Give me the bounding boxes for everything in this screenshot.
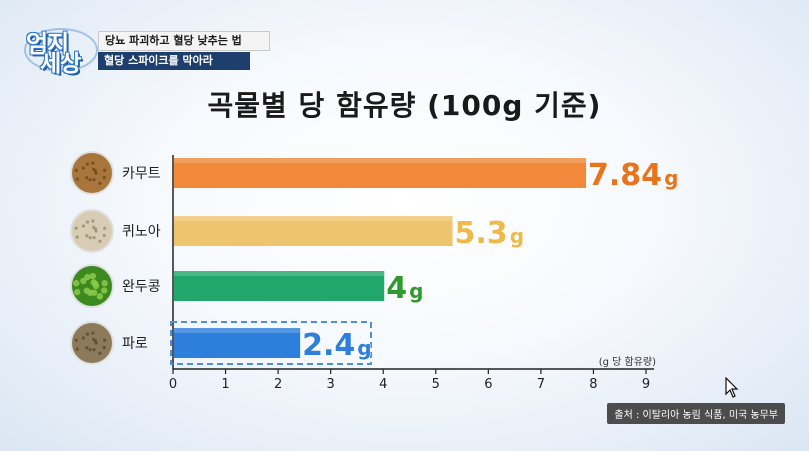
caption-line-2: 혈당 스파이크를 막아라 [98,52,250,70]
x-axis-label: (g 당 함유량) [599,356,656,368]
grain-speck [102,233,106,238]
episode-caption: 당뇨 파괴하고 혈당 낮추는 법 혈당 스파이크를 막아라 [98,31,270,70]
grain-speck [103,338,107,342]
grain-thumbnail [70,321,114,365]
grain-speck [85,176,89,180]
data-label: 2.4 g [302,328,371,363]
grain-speck [80,277,87,285]
grain-speck [91,161,95,165]
bar [174,271,385,301]
grain-speck [92,225,96,229]
caption-line-1: 당뇨 파괴하고 혈당 낮추는 법 [98,31,270,51]
grain-speck [101,287,108,294]
grain-speck [81,224,85,228]
grain-speck [92,337,96,341]
grain-speck [91,219,95,223]
bar-highlight [174,216,453,221]
grain-speck [81,336,85,340]
category-label: 퀴노아 [122,224,161,240]
grain-speck [103,168,107,172]
x-tick-label: 5 [432,377,440,392]
category-label: 파로 [122,336,148,352]
bar [174,158,587,188]
chart-title: 곡물별 당 함유량 (100g 기준) [207,89,602,122]
grain-speck [98,239,102,243]
grain-speck [85,346,89,350]
grain-speck [74,288,81,296]
grain-speck [98,351,102,355]
bar-highlight [174,271,385,276]
x-tick-label: 3 [327,377,335,392]
grain-speck [90,289,98,296]
x-tick-label: 8 [589,377,597,392]
grain-speck [75,177,79,181]
grain-speck [81,166,85,170]
grain-speck [92,167,96,171]
grain-speck [85,162,89,166]
logo-ring-icon [24,28,98,72]
grain-speck [88,348,92,352]
x-tick-label: 0 [169,377,177,392]
logo-text-top: 엄지 [26,30,69,58]
grain-speck [103,226,107,230]
x-tick-label: 7 [537,377,545,392]
logo-text-bottom: 세상 [40,51,81,77]
x-tick-label: 9 [642,377,650,392]
grain-thumbnail [70,209,114,253]
grain-speck [91,331,95,335]
grain-speck [88,236,92,240]
show-logo: 엄지 세상 [22,22,102,77]
grain-speck [89,272,97,280]
grain-speck [92,178,96,182]
x-tick-label: 1 [221,377,229,392]
bar-highlight [174,158,587,163]
grain-speck [85,220,89,224]
grain-speck [88,178,92,182]
grain-speck [90,279,97,286]
grain-speck [85,332,89,336]
x-tick-label: 6 [484,377,492,392]
x-tick-label: 2 [274,377,282,392]
highlight-box [170,321,372,365]
category-label: 완두콩 [122,279,161,295]
source-caption: 출처 : 이탈리아 농림 식품, 미국 농무부 [607,403,785,424]
grain-speck [92,348,96,352]
grain-speck [74,338,78,342]
grain-speck [92,236,96,240]
grain-speck [96,293,104,300]
grain-speck [102,175,106,180]
grain-speck [98,181,102,185]
grain-speck [74,226,78,230]
grain-speck [73,280,80,287]
bar [174,328,301,358]
bar-highlight [174,328,301,333]
grain-speck [101,280,108,287]
grain-speck [102,345,106,350]
grain-thumbnail [70,151,114,195]
mouse-cursor-icon [725,377,739,398]
grain-speck [75,347,79,351]
grain-speck [85,234,89,238]
data-label: 7.84 g [588,158,678,193]
x-tick-label: 4 [379,377,387,392]
grain-speck [75,235,79,239]
data-label: 5.3 g [455,216,524,251]
category-label: 카무트 [122,166,161,182]
grain-speck [84,273,91,281]
grain-speck [74,168,78,172]
bar [174,216,453,246]
